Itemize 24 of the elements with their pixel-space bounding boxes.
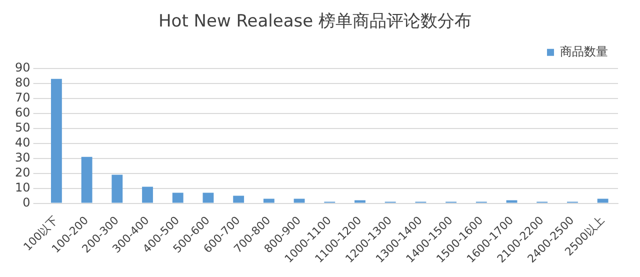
legend-label: 商品数量 <box>560 44 608 59</box>
y-tick-label: 0 <box>22 195 30 210</box>
bar <box>506 200 518 203</box>
bar <box>294 198 305 203</box>
y-tick-label: 70 <box>14 90 30 104</box>
bar <box>172 192 184 203</box>
y-tick-label: 40 <box>14 135 30 150</box>
bar <box>263 198 274 203</box>
chart-title: Hot New Realease 榜单商品评论数分布 <box>158 12 472 32</box>
bar <box>50 78 62 203</box>
y-tick-label: 90 <box>14 60 30 75</box>
y-tick-label: 80 <box>14 76 30 90</box>
y-tick-label: 60 <box>14 105 30 120</box>
y-tick-label: 50 <box>14 120 30 134</box>
y-tick-label: 30 <box>14 150 30 164</box>
bar <box>354 200 366 203</box>
bar <box>142 186 153 203</box>
bar <box>112 174 123 203</box>
y-tick-label: 10 <box>14 180 30 194</box>
y-tick-label: 20 <box>14 165 30 180</box>
bar <box>81 156 92 203</box>
bar <box>233 196 244 203</box>
bar <box>202 192 214 203</box>
bar <box>597 198 608 203</box>
